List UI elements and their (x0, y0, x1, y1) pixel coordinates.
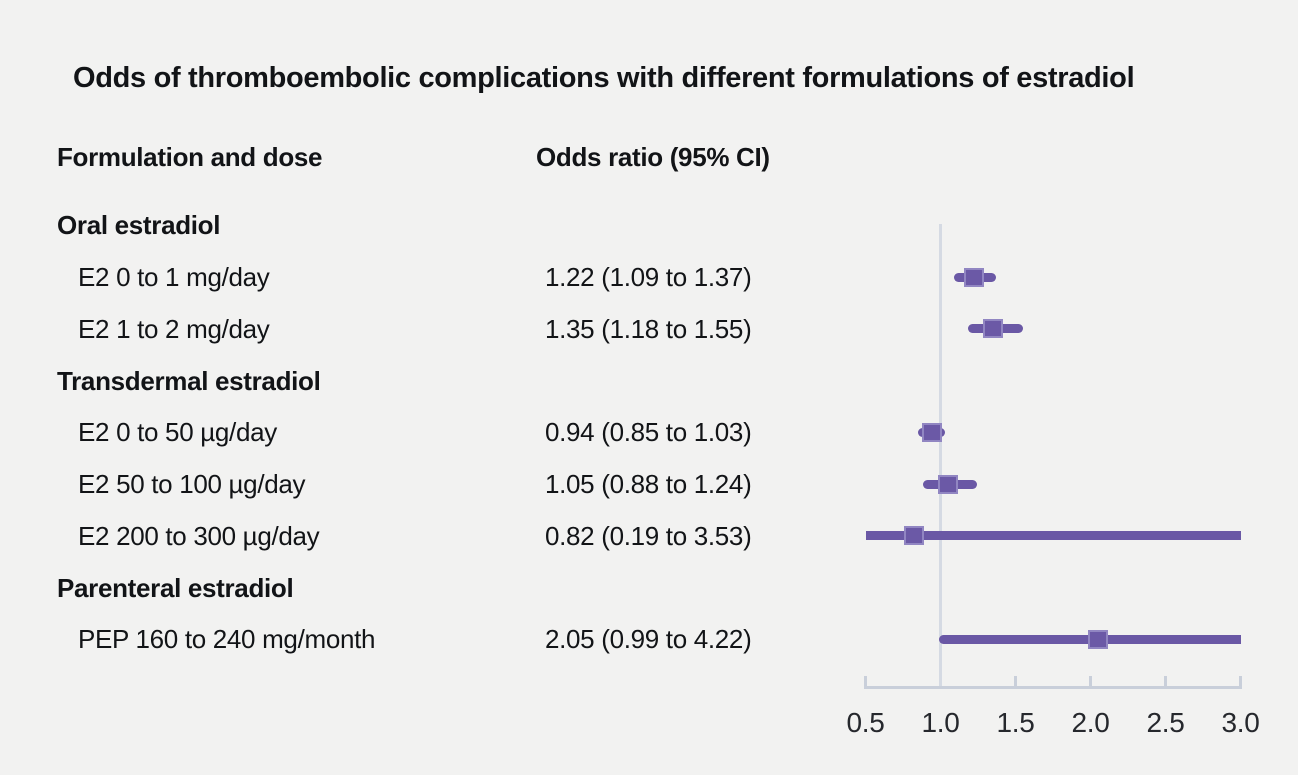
odds-ratio-value: 1.35 (1.18 to 1.55) (545, 313, 752, 344)
chart-title: Odds of thromboembolic complications wit… (73, 62, 1135, 94)
point-estimate-marker (983, 319, 1003, 339)
odds-ratio-value: 1.22 (1.09 to 1.37) (545, 262, 752, 292)
x-axis-tick (864, 676, 867, 686)
row-label: E2 1 to 2 mg/day (78, 313, 270, 344)
point-estimate-marker (903, 526, 924, 546)
point-estimate-marker (1088, 629, 1108, 649)
odds-ratio-value: 1.05 (0.88 to 1.24) (545, 469, 752, 499)
row-label: E2 50 to 100 µg/day (78, 469, 306, 499)
group-label: Parenteral estradiol (57, 572, 294, 603)
ci-line (865, 531, 1241, 541)
x-axis-tick-label: 0.5 (846, 707, 885, 738)
x-axis-tick-label: 2.0 (1071, 707, 1110, 738)
odds-ratio-value: 0.82 (0.19 to 3.53) (545, 520, 752, 551)
x-axis-tick-label: 1.0 (921, 707, 960, 738)
point-estimate-marker (963, 267, 984, 287)
group-label: Oral estradiol (57, 210, 221, 241)
x-axis-tick (1014, 676, 1017, 686)
row-label: E2 0 to 50 µg/day (78, 417, 277, 448)
reference-line-1 (939, 224, 942, 688)
point-estimate-marker (938, 474, 958, 494)
point-estimate-marker (921, 422, 942, 442)
column-header-formulation-and-dose: Formulation and dose (57, 142, 323, 172)
x-axis-line (864, 686, 1242, 689)
x-axis-tick (1089, 676, 1092, 686)
x-axis-tick-label: 3.0 (1221, 707, 1260, 738)
odds-ratio-value: 0.94 (0.85 to 1.03) (545, 417, 752, 448)
x-axis-tick-label: 1.5 (996, 707, 1035, 738)
odds-ratio-value: 2.05 (0.99 to 4.22) (545, 624, 752, 655)
x-axis-tick-label: 2.5 (1146, 707, 1185, 738)
x-axis-tick (1164, 676, 1167, 686)
group-label: Transdermal estradiol (57, 365, 321, 396)
column-header-odds-ratio: Odds ratio (95% CI) (536, 142, 770, 172)
x-axis-tick (1239, 676, 1242, 686)
row-label: E2 200 to 300 µg/day (78, 520, 320, 551)
row-label: PEP 160 to 240 mg/month (78, 624, 376, 655)
row-label: E2 0 to 1 mg/day (78, 262, 270, 292)
